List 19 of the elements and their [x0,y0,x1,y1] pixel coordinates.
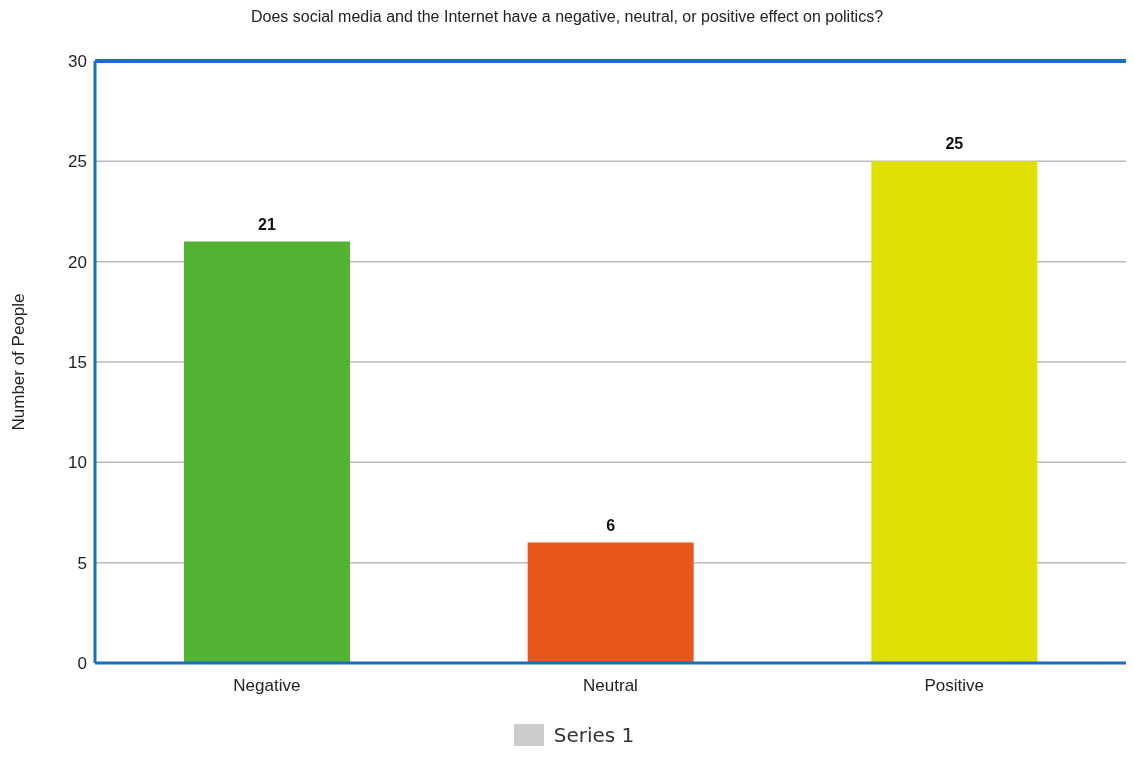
y-tick-label: 5 [77,553,87,573]
x-tick-label: Negative [233,676,301,696]
y-tick-label: 15 [68,353,87,373]
x-tick-label: Positive [924,676,984,696]
y-tick-label: 30 [68,52,87,72]
bar [184,241,350,663]
data-label: 6 [606,516,616,534]
y-tick-label: 0 [77,654,87,674]
chart-title: Does social media and the Internet have a negative, neutral, or positive effect on politics? [249,8,885,27]
text: Series 1 [553,723,635,747]
y-tick-label: 20 [68,252,87,272]
y-tick-label: 10 [68,453,87,473]
data-label: 21 [258,215,276,233]
bar [527,542,694,663]
x-tick-label: Neutral [583,676,638,696]
y-axis-title: Number of People [9,293,29,431]
bar [871,161,1038,663]
data-label: 25 [945,135,964,153]
y-tick-label: 25 [68,152,87,172]
